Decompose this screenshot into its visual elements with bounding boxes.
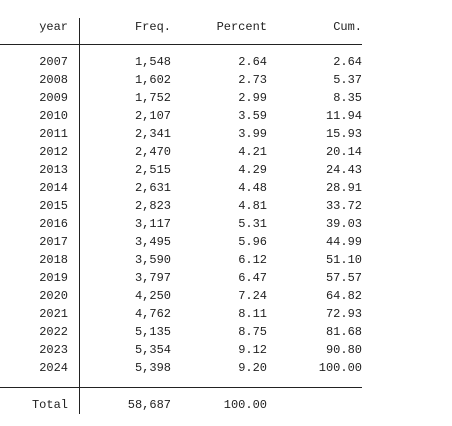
cell: 2010 bbox=[39, 109, 68, 123]
cell: 2.73 bbox=[238, 73, 267, 87]
cell: 5.96 bbox=[238, 235, 267, 249]
cell: 33.72 bbox=[326, 199, 362, 213]
cell: 1,602 bbox=[135, 73, 171, 87]
cell: 3.59 bbox=[238, 109, 267, 123]
header-cell: Percent bbox=[217, 20, 267, 34]
cell: 3.99 bbox=[238, 127, 267, 141]
cell: 5.37 bbox=[333, 73, 362, 87]
cell: 5,398 bbox=[135, 361, 171, 375]
cell: 2013 bbox=[39, 163, 68, 177]
total-cell: Total bbox=[32, 398, 68, 412]
cell: 5,354 bbox=[135, 343, 171, 357]
cell: 4.48 bbox=[238, 181, 267, 195]
cell: 6.12 bbox=[238, 253, 267, 267]
header-cell: Cum. bbox=[333, 20, 362, 34]
cell: 2.64 bbox=[333, 55, 362, 69]
cell: 57.57 bbox=[326, 271, 362, 285]
cell: 2.99 bbox=[238, 91, 267, 105]
cell: 2022 bbox=[39, 325, 68, 339]
cell: 24.43 bbox=[326, 163, 362, 177]
cell: 3,590 bbox=[135, 253, 171, 267]
cell: 2017 bbox=[39, 235, 68, 249]
cell: 4.81 bbox=[238, 199, 267, 213]
cell: 8.75 bbox=[238, 325, 267, 339]
cell: 4.29 bbox=[238, 163, 267, 177]
cell: 6.47 bbox=[238, 271, 267, 285]
header-cell: Freq. bbox=[135, 20, 171, 34]
cell: 2,107 bbox=[135, 109, 171, 123]
cell: 2024 bbox=[39, 361, 68, 375]
cell: 2,470 bbox=[135, 145, 171, 159]
cell: 2018 bbox=[39, 253, 68, 267]
cell: 2009 bbox=[39, 91, 68, 105]
cell: 2,823 bbox=[135, 199, 171, 213]
cell: 3,495 bbox=[135, 235, 171, 249]
cell: 2020 bbox=[39, 289, 68, 303]
cell: 4,762 bbox=[135, 307, 171, 321]
cell: 7.24 bbox=[238, 289, 267, 303]
cell: 2011 bbox=[39, 127, 68, 141]
cell: 2,631 bbox=[135, 181, 171, 195]
cell: 44.99 bbox=[326, 235, 362, 249]
cell: 90.80 bbox=[326, 343, 362, 357]
cell: 1,752 bbox=[135, 91, 171, 105]
cell: 2023 bbox=[39, 343, 68, 357]
cell: 2012 bbox=[39, 145, 68, 159]
cell: 5.31 bbox=[238, 217, 267, 231]
cell: 8.11 bbox=[238, 307, 267, 321]
cell: 9.20 bbox=[238, 361, 267, 375]
cell: 1,548 bbox=[135, 55, 171, 69]
cell: 4,250 bbox=[135, 289, 171, 303]
cell: 9.12 bbox=[238, 343, 267, 357]
cell: 2014 bbox=[39, 181, 68, 195]
cell: 15.93 bbox=[326, 127, 362, 141]
cell: 51.10 bbox=[326, 253, 362, 267]
cell: 2016 bbox=[39, 217, 68, 231]
header-cell: year bbox=[39, 20, 68, 34]
cell: 2,341 bbox=[135, 127, 171, 141]
cell: 81.68 bbox=[326, 325, 362, 339]
cell: 3,797 bbox=[135, 271, 171, 285]
cell: 28.91 bbox=[326, 181, 362, 195]
cell: 4.21 bbox=[238, 145, 267, 159]
cell: 2021 bbox=[39, 307, 68, 321]
cell: 72.93 bbox=[326, 307, 362, 321]
cell: 2.64 bbox=[238, 55, 267, 69]
cell: 64.82 bbox=[326, 289, 362, 303]
cell: 11.94 bbox=[326, 109, 362, 123]
cell: 20.14 bbox=[326, 145, 362, 159]
cell: 2008 bbox=[39, 73, 68, 87]
total-cell: 58,687 bbox=[128, 398, 171, 412]
cell: 3,117 bbox=[135, 217, 171, 231]
total-cell: 100.00 bbox=[224, 398, 267, 412]
cell: 2,515 bbox=[135, 163, 171, 177]
cell: 2015 bbox=[39, 199, 68, 213]
cell: 2019 bbox=[39, 271, 68, 285]
cell: 5,135 bbox=[135, 325, 171, 339]
cell: 100.00 bbox=[319, 361, 362, 375]
cell: 39.03 bbox=[326, 217, 362, 231]
cell: 2007 bbox=[39, 55, 68, 69]
cell: 8.35 bbox=[333, 91, 362, 105]
